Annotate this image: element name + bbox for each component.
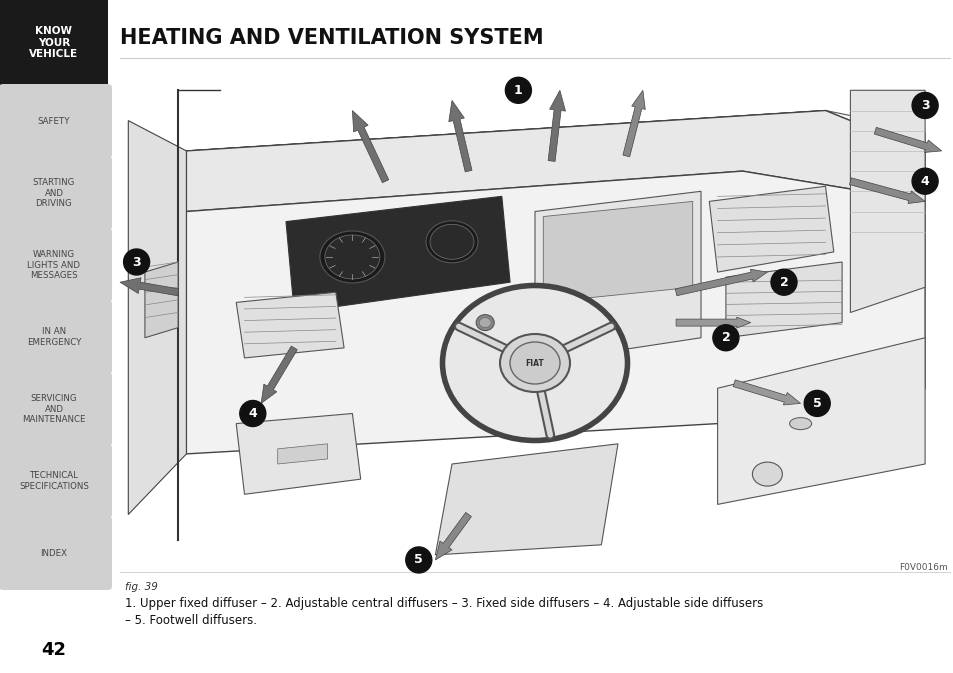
FancyArrow shape	[676, 317, 750, 328]
Ellipse shape	[510, 342, 559, 384]
Text: TECHNICAL
SPECIFICATIONS: TECHNICAL SPECIFICATIONS	[19, 471, 89, 491]
Ellipse shape	[430, 224, 474, 259]
Text: SERVICING
AND
MAINTENANCE: SERVICING AND MAINTENANCE	[22, 394, 86, 424]
Ellipse shape	[478, 318, 491, 328]
FancyArrow shape	[733, 380, 800, 405]
Circle shape	[239, 400, 266, 427]
Ellipse shape	[752, 462, 781, 486]
Text: fig. 39: fig. 39	[125, 582, 157, 592]
Text: F0V0016m: F0V0016m	[899, 563, 947, 572]
Polygon shape	[717, 338, 924, 504]
Ellipse shape	[499, 334, 569, 392]
Polygon shape	[186, 110, 924, 151]
FancyBboxPatch shape	[0, 300, 112, 374]
Ellipse shape	[476, 314, 494, 330]
Polygon shape	[725, 262, 841, 338]
Text: 42: 42	[42, 641, 67, 659]
Ellipse shape	[442, 285, 627, 441]
FancyArrow shape	[848, 178, 924, 203]
Ellipse shape	[789, 418, 811, 429]
Polygon shape	[286, 197, 510, 312]
Text: 5: 5	[414, 553, 423, 567]
Polygon shape	[542, 201, 692, 302]
Circle shape	[803, 390, 829, 417]
Text: IN AN
EMERGENCY: IN AN EMERGENCY	[27, 327, 81, 347]
FancyBboxPatch shape	[0, 156, 112, 230]
FancyArrow shape	[448, 100, 472, 172]
FancyArrow shape	[435, 512, 471, 560]
FancyArrow shape	[352, 110, 389, 182]
FancyArrow shape	[873, 127, 941, 153]
Polygon shape	[236, 413, 360, 494]
Polygon shape	[435, 444, 618, 555]
Text: 5: 5	[812, 397, 821, 410]
Bar	[120, 60, 949, 565]
FancyArrow shape	[120, 278, 178, 295]
Ellipse shape	[319, 231, 384, 283]
Polygon shape	[186, 110, 924, 211]
Polygon shape	[849, 90, 924, 312]
Text: 2: 2	[720, 331, 729, 345]
Polygon shape	[236, 292, 344, 358]
Text: INDEX: INDEX	[40, 548, 68, 557]
Text: 1: 1	[514, 84, 522, 97]
Polygon shape	[145, 262, 178, 338]
Text: FIAT: FIAT	[525, 359, 544, 367]
Text: 4: 4	[920, 175, 928, 188]
Circle shape	[712, 325, 739, 351]
FancyBboxPatch shape	[0, 84, 112, 158]
Text: STARTING
AND
DRIVING: STARTING AND DRIVING	[32, 178, 75, 208]
Polygon shape	[277, 444, 327, 464]
FancyBboxPatch shape	[0, 228, 112, 302]
FancyArrow shape	[261, 346, 297, 403]
Text: 3: 3	[132, 256, 141, 269]
Polygon shape	[709, 186, 833, 272]
Text: 4: 4	[248, 407, 257, 420]
Circle shape	[405, 547, 432, 573]
Text: WARNING
LIGHTS AND
MESSAGES: WARNING LIGHTS AND MESSAGES	[28, 250, 80, 280]
Polygon shape	[535, 191, 700, 363]
Circle shape	[911, 168, 937, 194]
Ellipse shape	[325, 235, 379, 279]
Text: 1. Upper fixed diffuser – 2. Adjustable central diffusers – 3. Fixed side diffus: 1. Upper fixed diffuser – 2. Adjustable …	[125, 597, 762, 610]
Polygon shape	[128, 120, 186, 514]
Text: 2: 2	[779, 276, 787, 289]
Circle shape	[505, 77, 531, 103]
FancyArrow shape	[548, 90, 565, 162]
FancyArrow shape	[622, 90, 644, 157]
FancyBboxPatch shape	[0, 444, 112, 518]
Text: 3: 3	[920, 99, 928, 112]
Polygon shape	[186, 171, 924, 454]
Text: SAFETY: SAFETY	[38, 116, 71, 125]
Ellipse shape	[426, 221, 477, 262]
FancyBboxPatch shape	[0, 372, 112, 446]
Text: HEATING AND VENTILATION SYSTEM: HEATING AND VENTILATION SYSTEM	[120, 28, 543, 48]
FancyArrow shape	[675, 269, 766, 295]
Bar	[0, 0, 108, 85]
Text: – 5. Footwell diffusers.: – 5. Footwell diffusers.	[125, 614, 256, 627]
Circle shape	[911, 92, 937, 118]
Text: KNOW
YOUR
VEHICLE: KNOW YOUR VEHICLE	[30, 26, 78, 59]
Circle shape	[770, 269, 796, 295]
FancyBboxPatch shape	[0, 516, 112, 590]
Circle shape	[124, 249, 150, 275]
